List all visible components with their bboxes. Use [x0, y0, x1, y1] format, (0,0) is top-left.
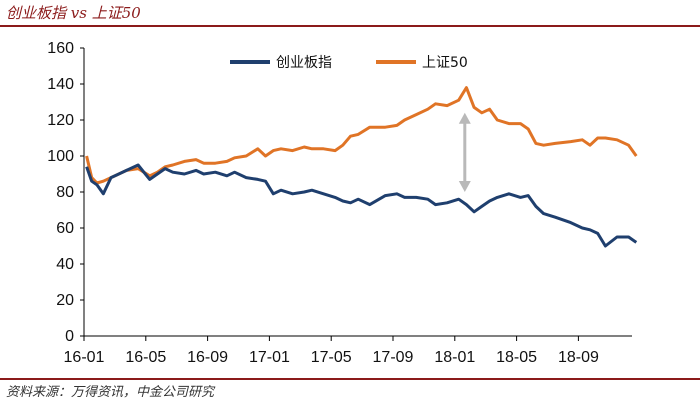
- y-tick-label: 160: [47, 40, 74, 57]
- bottom-rule: [0, 378, 700, 380]
- x-tick-label: 17-01: [249, 349, 290, 366]
- y-tick-label: 80: [56, 184, 74, 201]
- y-tick-label: 60: [56, 220, 74, 237]
- x-tick-label: 18-09: [558, 349, 599, 366]
- y-tick-label: 20: [56, 292, 74, 309]
- x-tick-label: 17-05: [311, 349, 352, 366]
- chart-title: 创业板指 vs 上证50: [6, 4, 141, 22]
- arrow-head-down: [458, 181, 471, 192]
- legend-item-chinext-label: 创业板指: [276, 55, 332, 71]
- x-tick-label: 18-05: [496, 349, 537, 366]
- x-tick-label: 18-01: [434, 349, 475, 366]
- y-tick-label: 140: [47, 76, 74, 93]
- source-note: 资料来源：万得资讯，中金公司研究: [6, 385, 215, 400]
- series-line-sse50: [85, 86, 638, 185]
- series-lines: [85, 86, 638, 248]
- y-tick-label: 0: [65, 328, 74, 345]
- x-tick-label: 16-01: [64, 349, 105, 366]
- y-tick-label: 100: [47, 148, 74, 165]
- legend: 创业板指 上证50: [230, 55, 468, 71]
- series-line-chinext: [85, 163, 638, 248]
- line-chart: 0 20 40 60 80 100 120 140 160 16-01 16-05 16-09 17-0…: [47, 40, 638, 366]
- x-tick-label: 16-09: [187, 349, 228, 366]
- x-tick-label: 16-05: [125, 349, 166, 366]
- y-tick-label: 40: [56, 256, 74, 273]
- arrow-head-up: [458, 112, 471, 124]
- axes: 0 20 40 60 80 100 120 140 160 16-01 16-05 16-09 17-0…: [47, 40, 632, 366]
- top-rule: [0, 25, 700, 27]
- annotation-arrow: [458, 112, 471, 192]
- legend-item-sse50-label: 上证50: [422, 55, 468, 71]
- x-tick-label: 17-09: [373, 349, 414, 366]
- y-tick-label: 120: [47, 112, 74, 129]
